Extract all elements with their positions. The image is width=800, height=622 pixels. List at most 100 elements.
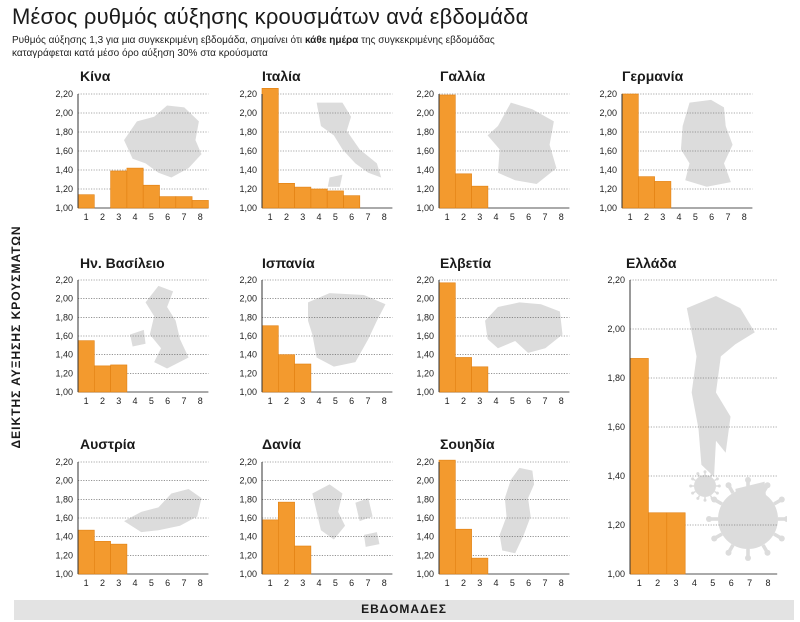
x-tick-label: 8 bbox=[765, 578, 770, 588]
x-tick-label: 3 bbox=[116, 578, 121, 588]
y-tick-label: 1,40 bbox=[607, 471, 625, 481]
x-tick-label: 2 bbox=[655, 578, 660, 588]
bar bbox=[94, 365, 111, 393]
bar bbox=[110, 170, 128, 209]
bar bbox=[77, 529, 95, 575]
x-tick-label: 8 bbox=[742, 212, 747, 222]
y-tick-label: 2,00 bbox=[416, 476, 434, 486]
y-tick-label: 1,40 bbox=[239, 532, 257, 542]
bar bbox=[326, 190, 344, 209]
y-tick-label: 1,80 bbox=[416, 312, 434, 322]
x-tick-label: 1 bbox=[445, 578, 450, 588]
uk-map-icon bbox=[130, 285, 189, 369]
x-tick-label: 7 bbox=[725, 212, 730, 222]
x-tick-label: 5 bbox=[149, 396, 154, 406]
y-tick-label: 1,20 bbox=[416, 550, 434, 560]
x-tick-label: 7 bbox=[181, 578, 186, 588]
y-tick-label: 1,80 bbox=[55, 494, 73, 504]
bar bbox=[294, 545, 312, 575]
y-tick-label: 1,00 bbox=[55, 203, 73, 213]
bar bbox=[126, 167, 144, 209]
y-tick-label: 1,20 bbox=[599, 184, 617, 194]
y-tick-label: 1,20 bbox=[416, 368, 434, 378]
bar bbox=[471, 366, 489, 393]
y-tick-label: 1,00 bbox=[55, 569, 73, 579]
y-tick-label: 1,40 bbox=[239, 350, 257, 360]
bar bbox=[77, 340, 95, 393]
y-tick-label: 1,00 bbox=[416, 569, 434, 579]
x-tick-label: 7 bbox=[365, 578, 370, 588]
y-tick-label: 1,80 bbox=[239, 127, 257, 137]
y-tick-label: 1,00 bbox=[416, 387, 434, 397]
chart-title: Μέσος ρυθμός αύξησης κρουσμάτων ανά εβδο… bbox=[12, 4, 529, 29]
country-chart: 1,00 1,20 1,40 1,60 1,80 2,00 2,20 1 2 3 4 5 6 7 8 bbox=[599, 89, 753, 222]
x-tick-label: 6 bbox=[165, 578, 170, 588]
bar bbox=[294, 186, 312, 209]
x-tick-label: 2 bbox=[461, 578, 466, 588]
x-tick-label: 7 bbox=[542, 212, 547, 222]
y-tick-label: 1,20 bbox=[416, 184, 434, 194]
x-tick-label: 2 bbox=[461, 396, 466, 406]
bar bbox=[110, 543, 128, 575]
x-tick-label: 5 bbox=[710, 578, 715, 588]
x-tick-label: 8 bbox=[382, 396, 387, 406]
y-tick-label: 1,60 bbox=[55, 513, 73, 523]
y-tick-label: 1,60 bbox=[239, 146, 257, 156]
country-chart: 1,00 1,20 1,40 1,60 1,80 2,00 2,20 1 2 3 4 5 6 7 8 bbox=[55, 275, 209, 406]
spain-map-icon bbox=[308, 293, 386, 367]
country-title: Αυστρία bbox=[80, 436, 136, 452]
bar bbox=[648, 512, 668, 575]
x-tick-label: 1 bbox=[628, 212, 633, 222]
y-tick-label: 2,20 bbox=[239, 89, 257, 99]
y-tick-label: 1,60 bbox=[599, 146, 617, 156]
y-tick-label: 1,00 bbox=[239, 203, 257, 213]
y-tick-label: 1,40 bbox=[55, 532, 73, 542]
bar bbox=[666, 512, 686, 575]
x-tick-label: 5 bbox=[333, 396, 338, 406]
y-tick-label: 1,80 bbox=[607, 373, 625, 383]
x-tick-label: 4 bbox=[133, 578, 138, 588]
y-tick-label: 1,60 bbox=[239, 331, 257, 341]
x-tick-label: 6 bbox=[709, 212, 714, 222]
x-tick-label: 8 bbox=[382, 212, 387, 222]
x-tick-label: 5 bbox=[149, 212, 154, 222]
y-tick-label: 1,00 bbox=[607, 569, 625, 579]
x-tick-label: 2 bbox=[644, 212, 649, 222]
x-tick-label: 3 bbox=[477, 212, 482, 222]
y-tick-label: 1,80 bbox=[599, 127, 617, 137]
x-tick-label: 7 bbox=[542, 396, 547, 406]
country-title: Ελλάδα bbox=[626, 255, 677, 271]
country-chart: 1,00 1,20 1,40 1,60 1,80 2,00 2,20 1 2 3 4 5 6 7 8 bbox=[239, 275, 393, 406]
bar bbox=[159, 196, 177, 209]
y-tick-label: 1,20 bbox=[55, 550, 73, 560]
x-tick-label: 4 bbox=[133, 212, 138, 222]
x-tick-label: 5 bbox=[149, 578, 154, 588]
x-tick-label: 7 bbox=[365, 212, 370, 222]
italy-map-icon bbox=[316, 102, 382, 187]
x-tick-label: 4 bbox=[692, 578, 697, 588]
bar bbox=[438, 282, 456, 393]
x-tick-label: 8 bbox=[559, 578, 564, 588]
country-chart: 1,00 1,20 1,40 1,60 1,80 2,00 2,20 1 2 3 4 5 6 7 8 bbox=[416, 89, 570, 222]
y-tick-label: 2,20 bbox=[239, 457, 257, 467]
x-tick-label: 8 bbox=[382, 578, 387, 588]
x-tick-label: 3 bbox=[300, 212, 305, 222]
x-tick-label: 1 bbox=[445, 396, 450, 406]
x-tick-label: 1 bbox=[268, 578, 273, 588]
y-tick-label: 2,20 bbox=[599, 89, 617, 99]
x-tick-label: 3 bbox=[300, 578, 305, 588]
virus-icon bbox=[689, 470, 721, 502]
x-axis-title-bar: ΕΒΔΟΜΑΔΕΣ bbox=[14, 600, 794, 620]
x-axis-title: ΕΒΔΟΜΑΔΕΣ bbox=[361, 602, 447, 616]
y-tick-label: 1,60 bbox=[607, 422, 625, 432]
bar bbox=[637, 176, 655, 209]
x-tick-label: 6 bbox=[349, 578, 354, 588]
x-tick-label: 2 bbox=[100, 396, 105, 406]
x-tick-label: 8 bbox=[198, 578, 203, 588]
x-tick-label: 1 bbox=[84, 396, 89, 406]
x-tick-label: 3 bbox=[673, 578, 678, 588]
bar bbox=[175, 196, 193, 209]
y-tick-label: 1,60 bbox=[55, 146, 73, 156]
country-title: Ισπανία bbox=[262, 255, 315, 271]
y-tick-label: 1,60 bbox=[416, 331, 434, 341]
